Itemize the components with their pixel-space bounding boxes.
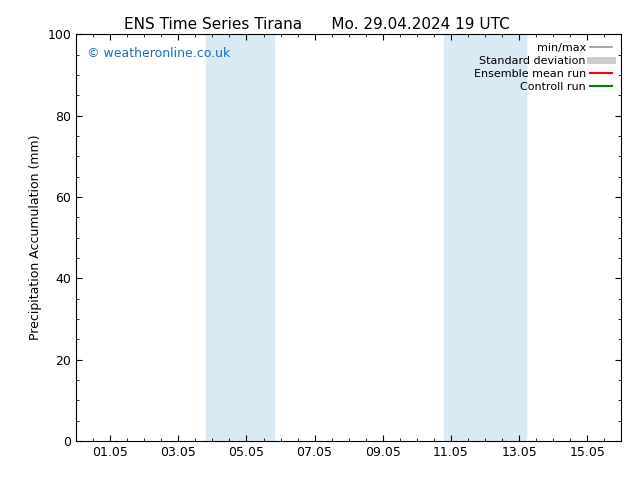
Bar: [444, 34, 526, 441]
Text: © weatheronline.co.uk: © weatheronline.co.uk: [87, 47, 230, 59]
Bar: [205, 34, 274, 441]
Y-axis label: Precipitation Accumulation (mm): Precipitation Accumulation (mm): [29, 135, 42, 341]
Legend: min/max, Standard deviation, Ensemble mean run, Controll run: min/max, Standard deviation, Ensemble me…: [470, 40, 616, 95]
Text: ENS Time Series Tirana      Mo. 29.04.2024 19 UTC: ENS Time Series Tirana Mo. 29.04.2024 19…: [124, 17, 510, 32]
